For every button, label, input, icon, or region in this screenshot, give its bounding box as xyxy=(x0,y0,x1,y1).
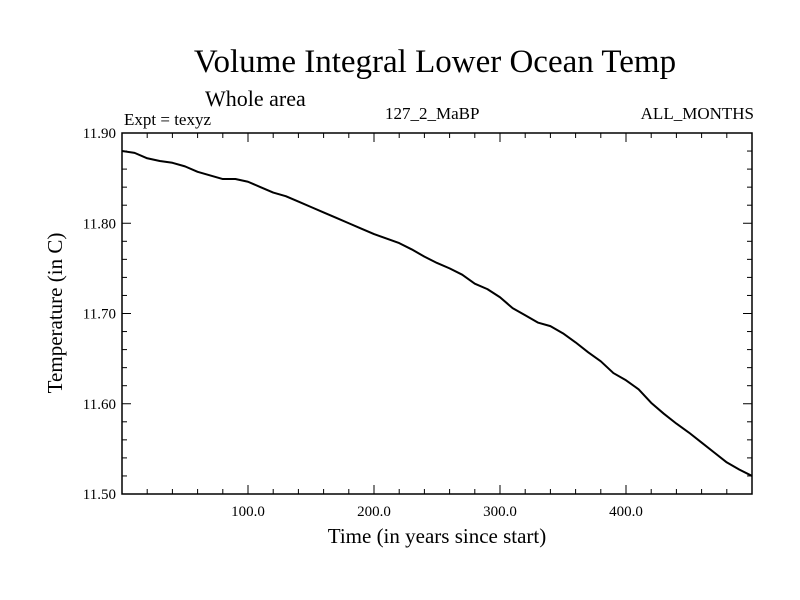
x-axis: 100.0 200.0 300.0 400.0 xyxy=(146,133,728,520)
plot-frame xyxy=(121,132,753,495)
run-label: 127_2_MaBP xyxy=(385,104,480,123)
x-tick-label: 200.0 xyxy=(357,504,391,520)
y-tick-label: 11.90 xyxy=(83,126,116,142)
chart-title: Volume Integral Lower Ocean Temp xyxy=(193,44,677,80)
experiment-label: Expt = texyz xyxy=(124,110,212,129)
x-tick-label: 400.0 xyxy=(609,504,643,520)
x-axis-label: Time (in years since start) xyxy=(328,524,547,548)
y-axis-label: Temperature (in C) xyxy=(43,233,67,394)
y-tick-label: 11.60 xyxy=(83,397,116,413)
series-line-temperature xyxy=(121,150,753,477)
months-label: ALL_MONTHS xyxy=(640,104,754,123)
y-axis: 11.50 11.60 11.70 11.80 11.90 xyxy=(83,126,752,503)
x-tick-label: 100.0 xyxy=(231,504,265,520)
y-tick-label: 11.80 xyxy=(83,216,116,232)
y-tick-label: 11.70 xyxy=(83,307,116,323)
x-tick-label: 300.0 xyxy=(483,504,517,520)
y-tick-label: 11.50 xyxy=(83,487,116,503)
chart-subtitle: Whole area xyxy=(205,86,306,111)
